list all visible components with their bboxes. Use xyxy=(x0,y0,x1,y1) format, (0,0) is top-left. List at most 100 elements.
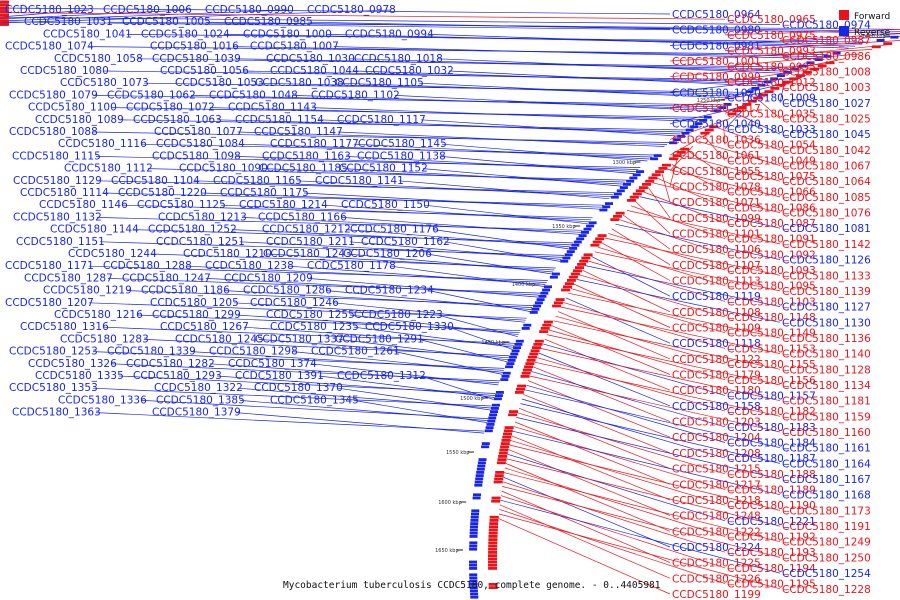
reverse-feature-arrow xyxy=(673,138,682,141)
gene-label-reverse: CCDC5180_1246 xyxy=(250,297,339,309)
reverse-connector xyxy=(526,384,726,443)
gene-label-reverse: CCDC5180_1223 xyxy=(354,309,443,321)
reverse-connector xyxy=(96,180,616,194)
gene-label-reverse: CCDC5180_1005 xyxy=(122,16,211,28)
reverse-connector xyxy=(724,108,745,130)
gene-label-forward: CCDC5180_1248 xyxy=(672,511,761,523)
reverse-feature-arrow xyxy=(489,413,498,417)
forward-feature-arrow xyxy=(488,531,498,535)
reverse-connector xyxy=(576,279,781,323)
gene-label-reverse: CCDC5180_1353 xyxy=(9,382,98,394)
forward-connector xyxy=(527,380,671,438)
gene-label-reverse: CCDC5180_1210 xyxy=(183,248,272,260)
gene-label-reverse: CCDC5180_1104 xyxy=(111,175,200,187)
gene-label-forward: CCDC5180_1128 xyxy=(782,364,871,376)
gene-label-forward: CCDC5180_1195 xyxy=(727,579,816,591)
gene-label-forward: CCDC5180_1103 xyxy=(727,296,816,308)
reverse-feature-arrow xyxy=(653,154,662,157)
reverse-connector xyxy=(333,302,525,323)
forward-connector xyxy=(634,200,671,234)
forward-feature-arrow xyxy=(488,538,498,541)
gene-label-reverse: CCDC5180_1063 xyxy=(133,114,222,126)
reverse-connector xyxy=(243,70,765,83)
reverse-feature-arrow xyxy=(713,109,722,113)
gene-label-reverse: CCDC5180_1370 xyxy=(254,382,343,394)
forward-feature-arrow xyxy=(592,240,602,244)
gene-label-forward: CCDC5180_1122 xyxy=(672,354,761,366)
reverse-connector xyxy=(353,143,650,160)
forward-feature-arrow xyxy=(488,567,498,570)
reverse-feature-arrow xyxy=(586,224,595,228)
reverse-connector xyxy=(531,371,726,428)
reverse-connector xyxy=(565,297,671,344)
gene-label-reverse: CCDC5180_1209 xyxy=(224,272,313,284)
reverse-connector xyxy=(585,265,781,307)
reverse-feature-arrow xyxy=(605,202,613,205)
reverse-connector xyxy=(390,265,545,287)
gene-label-forward: CCDC5180_1099 xyxy=(672,213,761,225)
reverse-connector xyxy=(190,95,720,108)
gene-label-reverse: CCDC5180_1081 xyxy=(782,223,871,235)
reverse-feature-arrow xyxy=(481,442,490,445)
forward-connector xyxy=(563,302,726,349)
reverse-feature-arrow xyxy=(536,298,545,301)
reverse-feature-arrow xyxy=(690,125,699,129)
forward-connector xyxy=(758,99,781,119)
gene-label-reverse: CCDC5180_1053 xyxy=(175,77,264,89)
reverse-feature-arrow xyxy=(470,522,479,525)
gene-label-reverse: CCDC5180_1186 xyxy=(141,285,230,297)
gene-label-reverse: CCDC5180_1379 xyxy=(152,407,241,419)
reverse-connector xyxy=(92,131,670,143)
reverse-connector xyxy=(779,86,784,103)
forward-feature-arrow xyxy=(521,371,531,375)
reverse-feature-arrow xyxy=(470,515,479,519)
reverse-feature-arrow xyxy=(745,90,754,93)
reverse-connector xyxy=(201,192,602,208)
gene-label-reverse: CCDC5180_1048 xyxy=(209,89,298,101)
forward-feature-arrow xyxy=(495,471,505,474)
forward-feature-arrow xyxy=(491,499,501,503)
gene-label-forward: CCDC5180_0995 xyxy=(727,61,816,73)
forward-feature-arrow xyxy=(597,234,607,237)
forward-connector xyxy=(669,49,873,62)
reverse-connector xyxy=(0,9,391,24)
gene-label-forward: CCDC5180_1017 xyxy=(672,103,761,115)
forward-connector xyxy=(504,472,781,543)
forward-feature-arrow xyxy=(553,301,563,305)
reverse-connector xyxy=(235,58,792,70)
forward-feature-arrow xyxy=(590,243,600,247)
forward-feature-arrow xyxy=(615,211,625,215)
reverse-connector xyxy=(151,253,556,269)
forward-feature-arrow xyxy=(817,64,827,68)
gene-label-reverse: CCDC5180_1072 xyxy=(126,102,215,114)
forward-feature-arrow xyxy=(488,528,498,532)
reverse-connector xyxy=(420,119,678,137)
reverse-connector xyxy=(326,34,856,47)
gene-label-forward: CCDC5180_1228 xyxy=(782,584,871,596)
gene-label-reverse: CCDC5180_1044 xyxy=(270,65,359,77)
reverse-feature-arrow xyxy=(521,327,530,330)
reverse-connector xyxy=(426,253,552,275)
gene-label-reverse: CCDC5180_1116 xyxy=(58,138,147,150)
reverse-connector xyxy=(394,351,503,375)
forward-connector xyxy=(779,33,900,41)
reverse-feature-arrow xyxy=(472,496,481,500)
reverse-connector xyxy=(107,278,541,294)
reverse-connector xyxy=(333,46,818,59)
forward-feature-arrow xyxy=(488,563,497,567)
forward-connector xyxy=(630,205,726,240)
reverse-connector xyxy=(591,256,671,297)
forward-connector xyxy=(622,214,671,250)
forward-connector xyxy=(724,40,900,51)
forward-feature-arrow xyxy=(802,71,812,74)
reverse-feature-arrow xyxy=(485,426,494,429)
left-gene-labels: CCDC5180_1023 CCDC5180_1006 CCDC5180_0990 C… xyxy=(5,4,454,419)
gene-label-reverse: CCDC5180_1146 xyxy=(39,199,128,211)
gene-label-forward: CCDC5180_1025 xyxy=(782,114,871,126)
forward-feature-arrow xyxy=(500,445,510,449)
gene-label-reverse: CCDC5180_1154 xyxy=(235,114,324,126)
forward-feature-arrow xyxy=(795,74,805,77)
gene-label-reverse: CCDC5180_1088 xyxy=(9,126,98,138)
forward-connector xyxy=(601,242,671,281)
gene-label-forward: CCDC5180_1182 xyxy=(727,406,816,418)
